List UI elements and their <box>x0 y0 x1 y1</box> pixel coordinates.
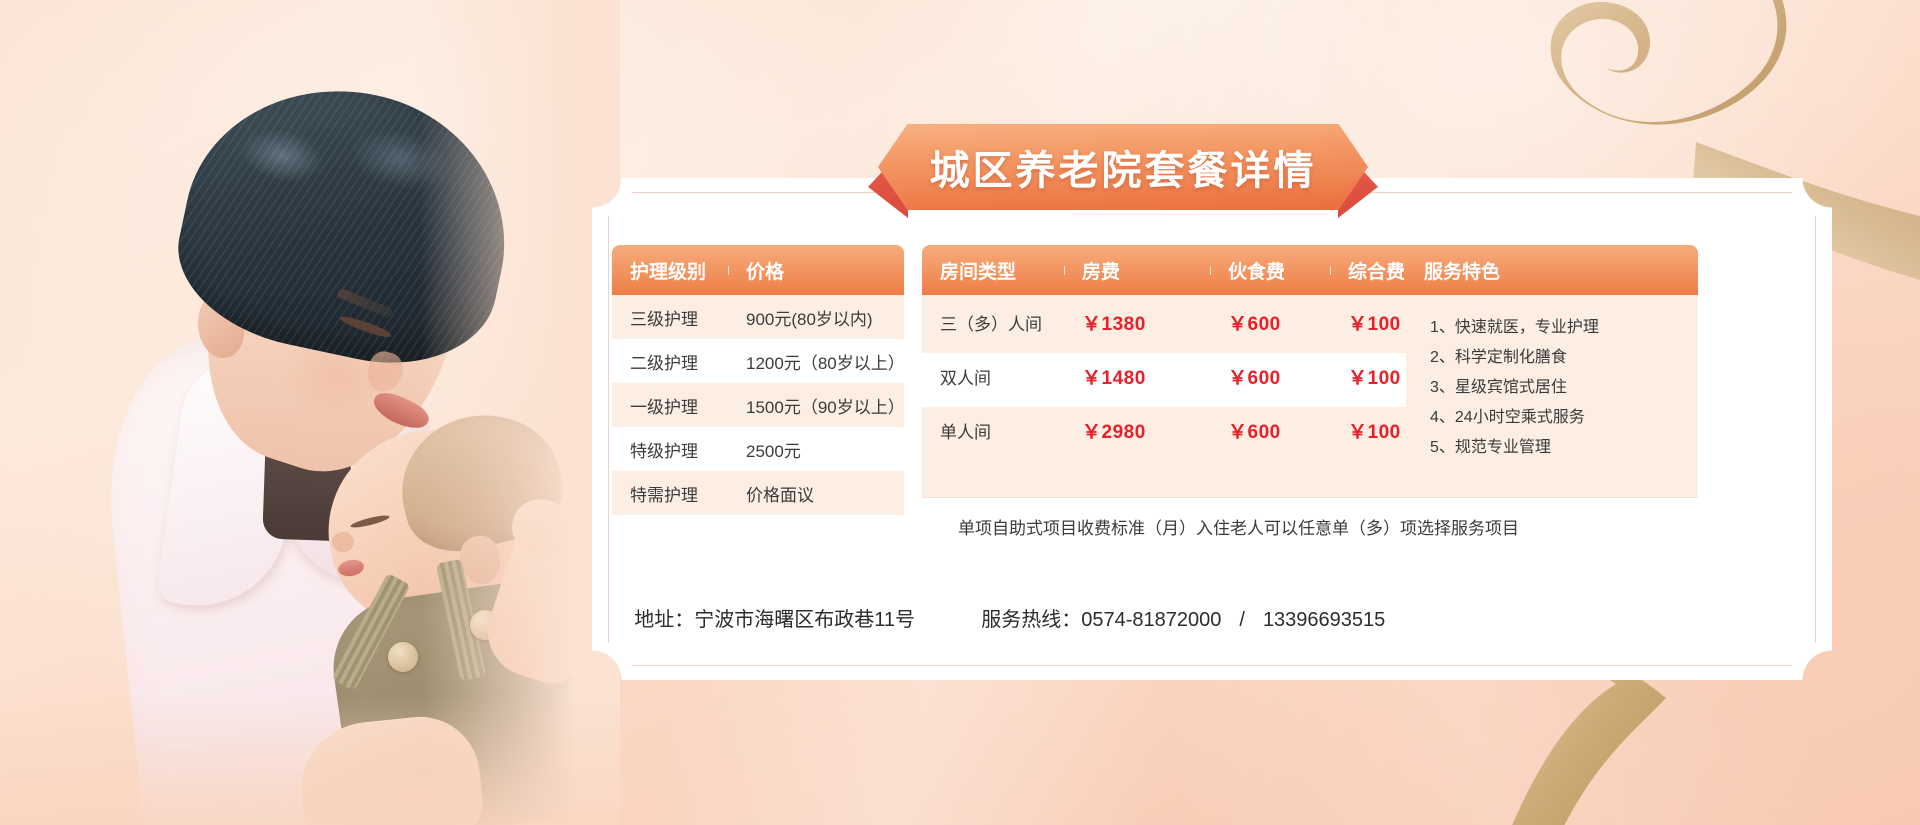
care-level: 一级护理 <box>630 397 698 417</box>
misc-fee: ￥100 <box>1348 421 1401 443</box>
list-item: 3、星级宾馆式居住 <box>1430 379 1567 396</box>
room-type: 双人间 <box>940 368 991 388</box>
photo-fade-right <box>420 0 620 825</box>
baby-nose <box>332 532 354 552</box>
misc-fee: ￥100 <box>1348 367 1401 389</box>
care-level: 二级护理 <box>630 353 698 373</box>
room-fee: ￥1480 <box>1082 367 1146 389</box>
contact-info: 地址：宁波市海曙区布政巷11号 服务热线：0574-81872000 / 13396… <box>612 580 1385 655</box>
list-item: 2、科学定制化膳食 <box>1430 349 1567 366</box>
meal-fee: ￥600 <box>1228 367 1281 389</box>
care-price: 1500元（90岁以上） <box>746 397 905 417</box>
room-header-room-fee: 房费 <box>1064 257 1210 284</box>
features-header: 服务特色 <box>1406 245 1698 295</box>
care-price: 2500元 <box>746 441 801 461</box>
table-row: 特需护理 价格面议 <box>612 471 904 515</box>
list-item: 4、24小时空乘式服务 <box>1430 409 1585 426</box>
photo-fade-bottom <box>0 695 620 825</box>
care-price: 900元(80岁以内) <box>746 309 873 329</box>
banner-ribbon: 城区养老院套餐详情 <box>868 124 1378 218</box>
hotline-label: 服务热线： <box>981 609 1082 631</box>
table-row: 一级护理 1500元（90岁以上） <box>612 383 905 427</box>
list-item: 1、快速就医，专业护理 <box>1430 319 1599 336</box>
care-level: 三级护理 <box>630 309 698 329</box>
service-features-column: 服务特色 1、快速就医，专业护理 2、科学定制化膳食 3、星级宾馆式居住 4、2… <box>1406 245 1698 457</box>
care-price: 1200元（80岁以上） <box>746 353 905 373</box>
care-table-header: 护理级别 价格 <box>612 245 904 295</box>
care-level-table: 护理级别 价格 三级护理 900元(80岁以内) 二级护理 1200元（80岁以… <box>612 245 905 515</box>
room-type: 三（多）人间 <box>940 314 1042 334</box>
misc-fee: ￥100 <box>1348 313 1401 335</box>
address-value: 宁波市海曙区布政巷11号 <box>694 609 915 631</box>
table-row: 二级护理 1200元（80岁以上） <box>612 339 905 383</box>
hotline-line: 服务热线：0574-81872000 / 13396693515 <box>959 580 1385 655</box>
hotline-secondary[interactable]: 13396693515 <box>1262 609 1386 631</box>
banner-body <box>878 124 1368 210</box>
table-row: 特级护理 2500元 <box>612 427 904 471</box>
care-level: 特需护理 <box>630 485 698 505</box>
table-row: 三（多）人间 ￥1380 ￥600 ￥100 <box>922 295 1612 349</box>
care-level: 特级护理 <box>630 441 698 461</box>
room-table-row-stripe <box>922 353 1406 407</box>
address-label: 地址： <box>634 609 695 631</box>
hotline-separator: / <box>1239 609 1245 631</box>
care-price: 价格面议 <box>746 485 814 505</box>
table-row: 双人间 ￥1480 ￥600 ￥100 <box>922 349 1612 403</box>
address-line: 地址：宁波市海曙区布政巷11号 <box>612 580 915 655</box>
room-table-note: 单项自助式项目收费标准（月）入住老人可以任意单（多）项选择服务项目 <box>922 497 1698 555</box>
hotline-primary[interactable]: 0574-81872000 <box>1081 609 1222 631</box>
care-header-level: 护理级别 <box>630 261 707 283</box>
room-type: 单人间 <box>940 422 991 442</box>
page-title: 城区养老院套餐详情 <box>929 148 1317 193</box>
table-row: 单人间 ￥2980 ￥600 ￥100 <box>922 403 1612 457</box>
meal-fee: ￥600 <box>1228 421 1281 443</box>
table-row: 三级护理 900元(80岁以内) <box>612 295 904 339</box>
room-header-misc-fee: 综合费 <box>1330 257 1448 284</box>
meal-fee: ￥600 <box>1228 313 1281 335</box>
list-item: 5、规范专业管理 <box>1430 439 1551 456</box>
room-fee: ￥2980 <box>1082 421 1146 443</box>
room-header-type: 房间类型 <box>940 261 1017 283</box>
care-header-price: 价格 <box>728 257 904 284</box>
overall-button-left <box>388 642 418 672</box>
room-header-meal-fee: 伙食费 <box>1210 257 1330 284</box>
hero-photo <box>0 0 620 825</box>
room-fee: ￥1380 <box>1082 313 1146 335</box>
features-list: 1、快速就医，专业护理 2、科学定制化膳食 3、星级宾馆式居住 4、24小时空乘… <box>1406 295 1698 457</box>
